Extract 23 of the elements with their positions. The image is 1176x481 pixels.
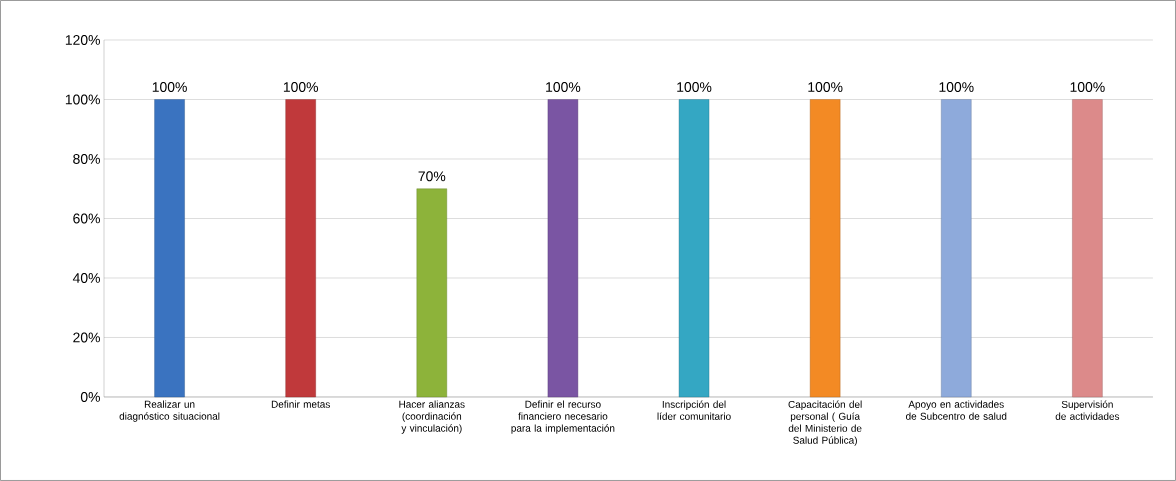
x-tick-label: Capacitación del personal ( Guía del Ministerio de Salud Pública) bbox=[788, 400, 862, 446]
x-tick-label: Hacer alianzas (coordinación y vinculación) bbox=[399, 400, 465, 434]
data-label: 100% bbox=[808, 82, 843, 92]
x-tick-label: Inscripción del líder comunitario bbox=[657, 400, 731, 420]
y-tick-label: 80% bbox=[73, 154, 100, 164]
data-label: 70% bbox=[418, 171, 446, 182]
data-label: 100% bbox=[939, 82, 974, 92]
data-label: 100% bbox=[546, 82, 581, 92]
x-tick-label: Apoyo en actividades de Subcentro de salud bbox=[906, 400, 1007, 420]
data-label: 100% bbox=[283, 82, 319, 92]
data-label: 100% bbox=[1070, 82, 1105, 92]
x-tick-label: Supervisión de actividades bbox=[1055, 400, 1120, 420]
y-tick-label: 100% bbox=[65, 94, 100, 105]
y-tick-label: 0% bbox=[80, 392, 100, 402]
y-tick-label: 20% bbox=[73, 332, 100, 343]
y-tick-label: 60% bbox=[73, 213, 100, 224]
x-tick-label: Realizar un diagnóstico situacional bbox=[119, 400, 220, 422]
x-tick-label: Definir el recurso financiero necesario para la implementación bbox=[511, 400, 615, 434]
data-label: 100% bbox=[152, 82, 187, 92]
data-label: 100% bbox=[677, 82, 712, 92]
y-tick-label: 40% bbox=[72, 273, 100, 283]
y-tick-label: 120% bbox=[65, 35, 100, 45]
x-tick-label: Definir metas bbox=[271, 400, 330, 408]
